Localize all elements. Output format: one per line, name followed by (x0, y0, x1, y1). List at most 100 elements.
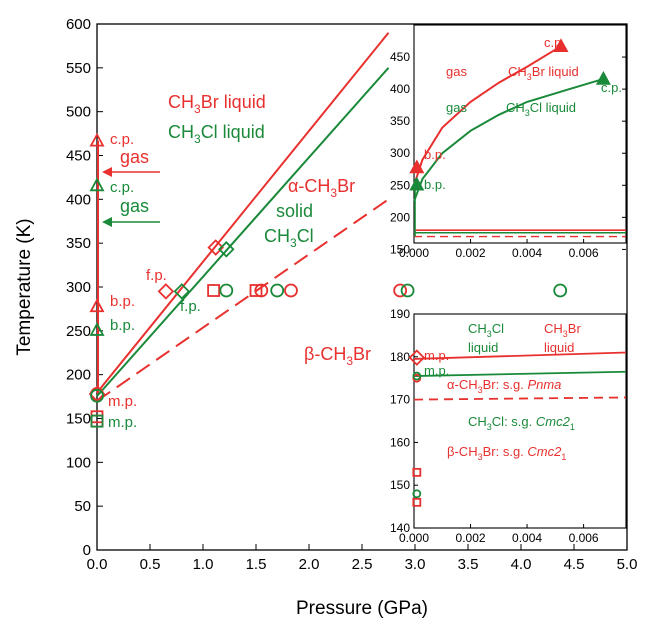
circle-marker (412, 489, 422, 499)
br-liquid-label: CH3Br liquid (168, 92, 266, 116)
y-tick-label: 600 (66, 16, 91, 33)
triangle-marker (89, 177, 105, 192)
mp-cl-label: m.p. (108, 414, 137, 431)
y-tick-label: 500 (66, 104, 91, 121)
triangle-marker (89, 322, 105, 336)
inset-bottom-frame (413, 313, 627, 529)
inset-top-bp-br: b.p. (424, 147, 446, 162)
inset-top-cl-liquid: CH3Cl liquid (506, 100, 576, 118)
inset-bottom-br-melt (413, 351, 627, 360)
inset-top-bp-cl: b.p. (424, 177, 446, 192)
circle-marker (90, 388, 104, 403)
inset-bottom-y-tick-label: 160 (390, 435, 410, 449)
square-marker (249, 284, 263, 297)
inset-bottom-y-tick-label: 150 (390, 478, 410, 492)
circle-marker (219, 283, 234, 298)
triangle-marker (409, 159, 425, 174)
y-tick-label: 450 (66, 148, 91, 165)
series-line (96, 32, 390, 394)
inset-top-y-tick-label: 450 (390, 50, 410, 64)
diamond-marker (408, 349, 426, 366)
inset-top: 0.000 0.002 0.004 0.006 150 200 250 300 350 400 45… (390, 24, 627, 260)
inset-top-y-tick-label: 350 (390, 114, 410, 128)
y-tick-label: 300 (66, 279, 91, 296)
x-tick-label: 0.5 (140, 556, 161, 573)
x-tick-label: 1.5 (246, 556, 267, 573)
inset-top-gas-br: gas (446, 64, 467, 79)
inset-bottom-cl-sg: CH3Cl: s.g. Cmc21 (468, 414, 575, 432)
alpha-br-label: α-CH3Br (288, 176, 355, 200)
inset-top-cl-vapor-curve (413, 77, 604, 202)
inset-top-cp-br: c.p. (544, 35, 565, 50)
y-tick-label: 50 (74, 498, 91, 515)
y-tick-label: 0 (83, 542, 91, 559)
inset-bottom: 0.000 0.002 0.004 0.006 140 150 160 170 180 190 C… (390, 307, 627, 545)
inset-bottom-x-tick-label: 0.006 (569, 531, 599, 545)
x-tick-label: 4.0 (511, 556, 532, 573)
inset-top-cp-cl: c.p. (601, 80, 622, 95)
x-tick-label: 3.5 (458, 556, 479, 573)
diamond-marker (218, 241, 235, 258)
fp-cl-label: f.p. (180, 298, 201, 315)
triangle-marker (595, 70, 611, 85)
inset-bottom-y-tick-label: 140 (390, 521, 410, 535)
series-line (96, 67, 390, 397)
x-tick-label: 0.0 (87, 556, 108, 573)
diamond-marker (207, 239, 224, 256)
fp-br-label: f.p. (146, 267, 167, 284)
main-series-markers (88, 132, 568, 428)
inset-bottom-x-tick-label: 0.002 (456, 531, 486, 545)
inset-top-y-tick-label: 250 (390, 178, 410, 192)
gas-br-label: gas (120, 147, 149, 167)
inset-bottom-ab-transition (413, 396, 627, 401)
y-tick-label: 400 (66, 191, 91, 208)
diamond-marker (157, 283, 175, 300)
inset-bottom-mp-br: m.p. (424, 348, 449, 363)
y-tick-label: 100 (66, 454, 91, 471)
solid-label: solid (276, 201, 313, 221)
inset-top-x-tick-label: 0.006 (569, 246, 599, 260)
mp-br-label: m.p. (108, 393, 137, 410)
gas-arrows (102, 167, 160, 227)
x-tick-label: 2.5 (352, 556, 373, 573)
triangle-marker (89, 298, 105, 313)
bp-br-label: b.p. (110, 293, 135, 310)
triangle-marker (89, 132, 105, 147)
y-tick-label: 200 (66, 367, 91, 384)
gas-cl-label: gas (120, 196, 149, 216)
inset-top-y-tick-label: 200 (390, 210, 410, 224)
inset-bottom-beta-sg: β-CH3Br: s.g. Cmc21 (447, 444, 566, 462)
cp-cl-label: c.p. (110, 179, 134, 196)
inset-top-lines (409, 38, 626, 238)
inset-bottom-lines (408, 349, 627, 507)
cp-br-label: c.p. (110, 131, 134, 148)
y-tick-label: 550 (66, 60, 91, 77)
inset-top-x-tick-label: 0.002 (456, 246, 486, 260)
square-marker (207, 284, 221, 297)
inset-top-y-tick-label: 300 (390, 146, 410, 160)
inset-top-x-tick-label: 0.004 (512, 246, 542, 260)
circle-marker (393, 283, 408, 298)
inset-bottom-mp-cl: m.p. (424, 363, 449, 378)
x-tick-label: 5.0 (617, 556, 638, 573)
series-line (96, 198, 390, 402)
inset-top-ticks: 0.000 0.002 0.004 0.006 150 200 250 300 350 400 45… (390, 50, 626, 260)
inset-top-gas-cl: gas (446, 100, 467, 115)
circle-marker (270, 283, 285, 298)
beta-br-label: β-CH3Br (304, 344, 371, 368)
solid-cl-label: CH3Cl (264, 226, 314, 250)
inset-bottom-x-tick-label: 0.004 (512, 531, 542, 545)
square-marker (412, 497, 422, 507)
triangle-marker (409, 176, 425, 191)
inset-bottom-cl-liquid: CH3Cl (468, 321, 504, 339)
x-tick-label: 4.5 (564, 556, 585, 573)
square-marker (412, 467, 422, 477)
x-tick-label: 1.0 (193, 556, 214, 573)
circle-marker (284, 283, 298, 298)
inset-top-y-tick-label: 400 (390, 82, 410, 96)
inset-bottom-x-tick-label: 0.000 (399, 531, 429, 545)
main-annotations: c.p. gas c.p. gas b.p. b.p. m.p. m.p. f.… (108, 92, 371, 431)
inset-bottom-br-liquid: CH3Br (544, 321, 581, 339)
inset-bottom-alpha-sg: α-CH3Br: s.g. Pnma (447, 377, 561, 395)
inset-bottom-y-tick-label: 170 (390, 393, 410, 407)
